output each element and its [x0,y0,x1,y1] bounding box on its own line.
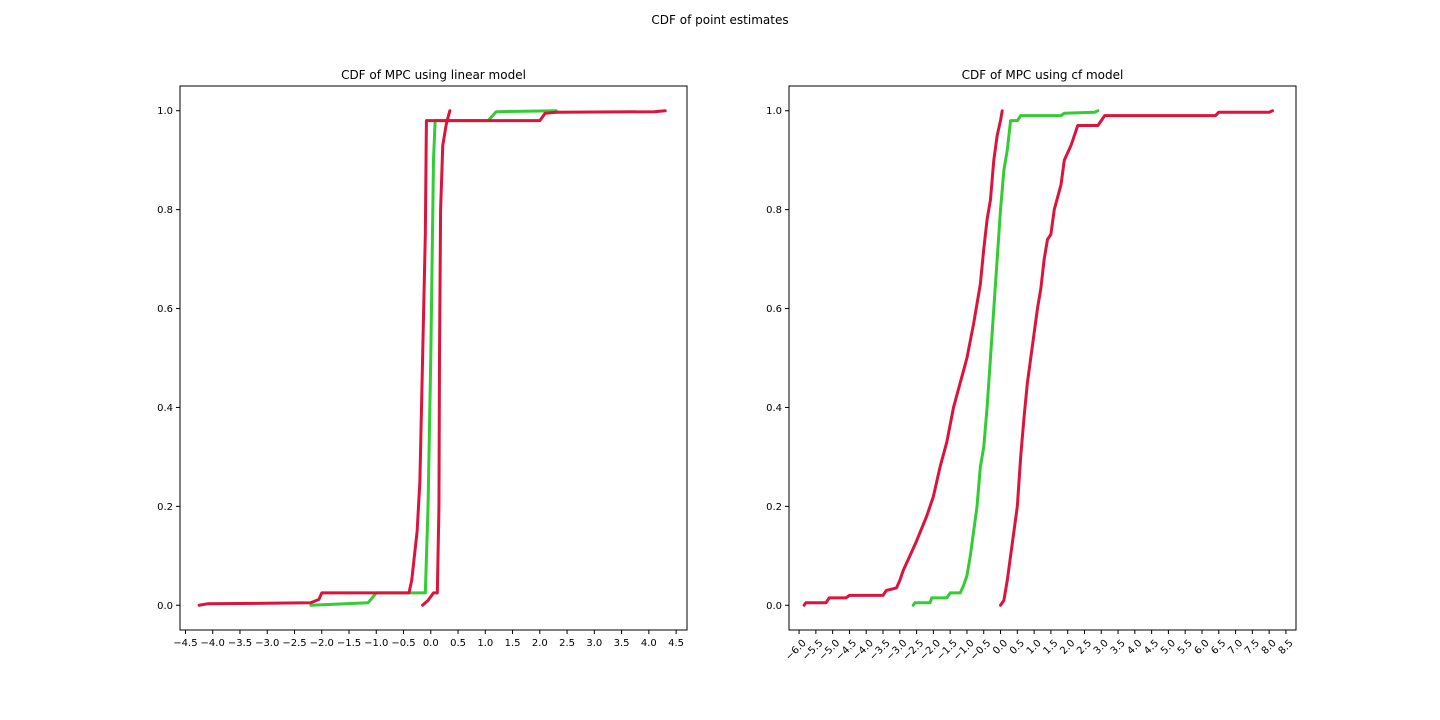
cf-y-tick-label: 0.6 [766,304,782,315]
cf-series-line-1 [802,109,1004,607]
linear-y-tick-label: 0.4 [157,403,173,414]
linear-x-tick-label: 4.0 [641,638,657,649]
cf-axes-frame [788,85,1297,631]
linear-x-tick-label: 0.5 [450,638,466,649]
linear-x-tick-label: 2.0 [532,638,548,649]
linear-x-tick-label: 3.5 [614,638,630,649]
cf-y-tick-label: 0.0 [766,601,782,612]
linear-y-tick-label: 0.8 [157,205,173,216]
linear-x-tick-label: −2.0 [310,638,334,649]
linear-y-tick-label: 0.0 [157,601,173,612]
linear-x-tick-label: 1.5 [505,638,521,649]
figure-suptitle: CDF of point estimates [651,13,788,27]
linear-x-tick-label: −4.0 [201,638,225,649]
linear-x-tick-label: 2.5 [559,638,575,649]
cf-y-tick-label: 0.8 [766,205,782,216]
linear-x-tick-label: 4.5 [668,638,684,649]
cf-chart-title: CDF of MPC using cf model [962,68,1124,82]
linear-x-tick-label: 0.0 [423,638,439,649]
linear-y-tick-label: 0.2 [157,502,173,513]
linear-x-tick-label: −3.0 [255,638,279,649]
linear-x-tick-label: −4.5 [173,638,197,649]
linear-axes-frame [179,85,688,631]
linear-model-panel: CDF of MPC using linear model−4.5 −4.0 −3.… [157,68,688,649]
linear-x-tick-label: 3.0 [586,638,602,649]
linear-x-tick-label: −1.0 [364,638,388,649]
linear-y-tick-label: 1.0 [157,106,173,117]
linear-y-tick-label: 0.6 [157,304,173,315]
linear-series-line-0 [309,109,558,607]
linear-chart-title: CDF of MPC using linear model [341,68,526,82]
linear-series-line-2 [421,109,452,607]
linear-x-tick-label: −3.5 [228,638,252,649]
linear-x-tick-label: −2.5 [282,638,306,649]
cf-model-panel: CDF of MPC using cf model−6.0−5.5−5.0−4.… [766,68,1297,663]
linear-x-tick-label: −1.5 [337,638,361,649]
linear-x-tick-label: −0.5 [391,638,415,649]
cf-y-tick-label: 0.2 [766,502,782,513]
cf-series-line-0 [911,109,1100,607]
cf-y-tick-label: 0.4 [766,403,782,414]
cf-y-tick-label: 1.0 [766,106,782,117]
linear-series-line-1 [197,109,667,607]
cf-series-line-2 [999,109,1274,607]
linear-x-tick-label: 1.0 [477,638,493,649]
